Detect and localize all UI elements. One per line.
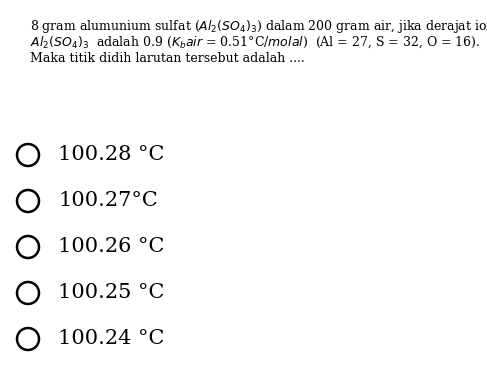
Text: 100.26 °C: 100.26 °C [58, 238, 165, 256]
Text: Maka titik didih larutan tersebut adalah ....: Maka titik didih larutan tersebut adalah… [30, 52, 305, 65]
Text: 100.25 °C: 100.25 °C [58, 284, 165, 303]
Text: $Al_2(SO_4)_3$  adalah 0.9 ($K_b air$ = 0.51°C/$molal$)  (Al = 27, S = 32, O = 1: $Al_2(SO_4)_3$ adalah 0.9 ($K_b air$ = 0… [30, 35, 480, 50]
Text: 100.28 °C: 100.28 °C [58, 146, 165, 165]
Text: 8 gram alumunium sulfat ($Al_2(SO_4)_3$) dalam 200 gram air, jika derajat ionisa: 8 gram alumunium sulfat ($Al_2(SO_4)_3$)… [30, 18, 487, 35]
Text: 100.24 °C: 100.24 °C [58, 329, 165, 349]
Text: 100.27°C: 100.27°C [58, 191, 158, 211]
